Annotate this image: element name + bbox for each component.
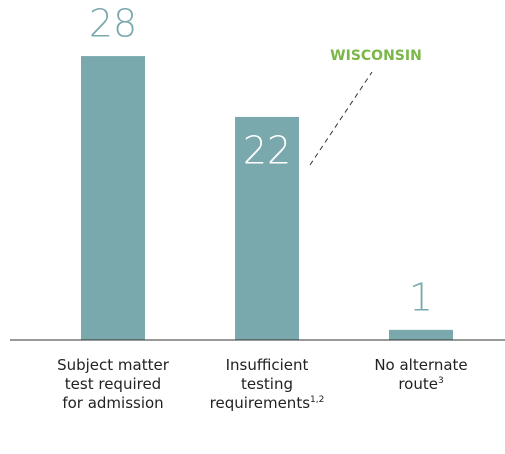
annotation-line bbox=[309, 71, 373, 166]
bar bbox=[81, 56, 145, 341]
bar bbox=[389, 329, 453, 340]
x-tick-label: No alternate route3 bbox=[361, 356, 481, 394]
footnote: 3 bbox=[437, 376, 444, 386]
x-tick-label: Subject matter test required for admissi… bbox=[53, 356, 173, 413]
x-tick-label: Insufficient testing requirements1,2 bbox=[207, 356, 327, 413]
value-label: 1 bbox=[409, 275, 433, 319]
annotation: WISCONSIN bbox=[330, 48, 422, 64]
category-text: No alternate route bbox=[374, 356, 468, 393]
category-text: Insufficient testing requirements bbox=[209, 356, 311, 412]
value-label: 28 bbox=[89, 2, 137, 46]
value-label: 22 bbox=[243, 128, 291, 172]
footnote: 1,2 bbox=[310, 395, 325, 405]
category-text: Subject matter test required for admissi… bbox=[57, 356, 169, 412]
bar bbox=[235, 116, 299, 340]
